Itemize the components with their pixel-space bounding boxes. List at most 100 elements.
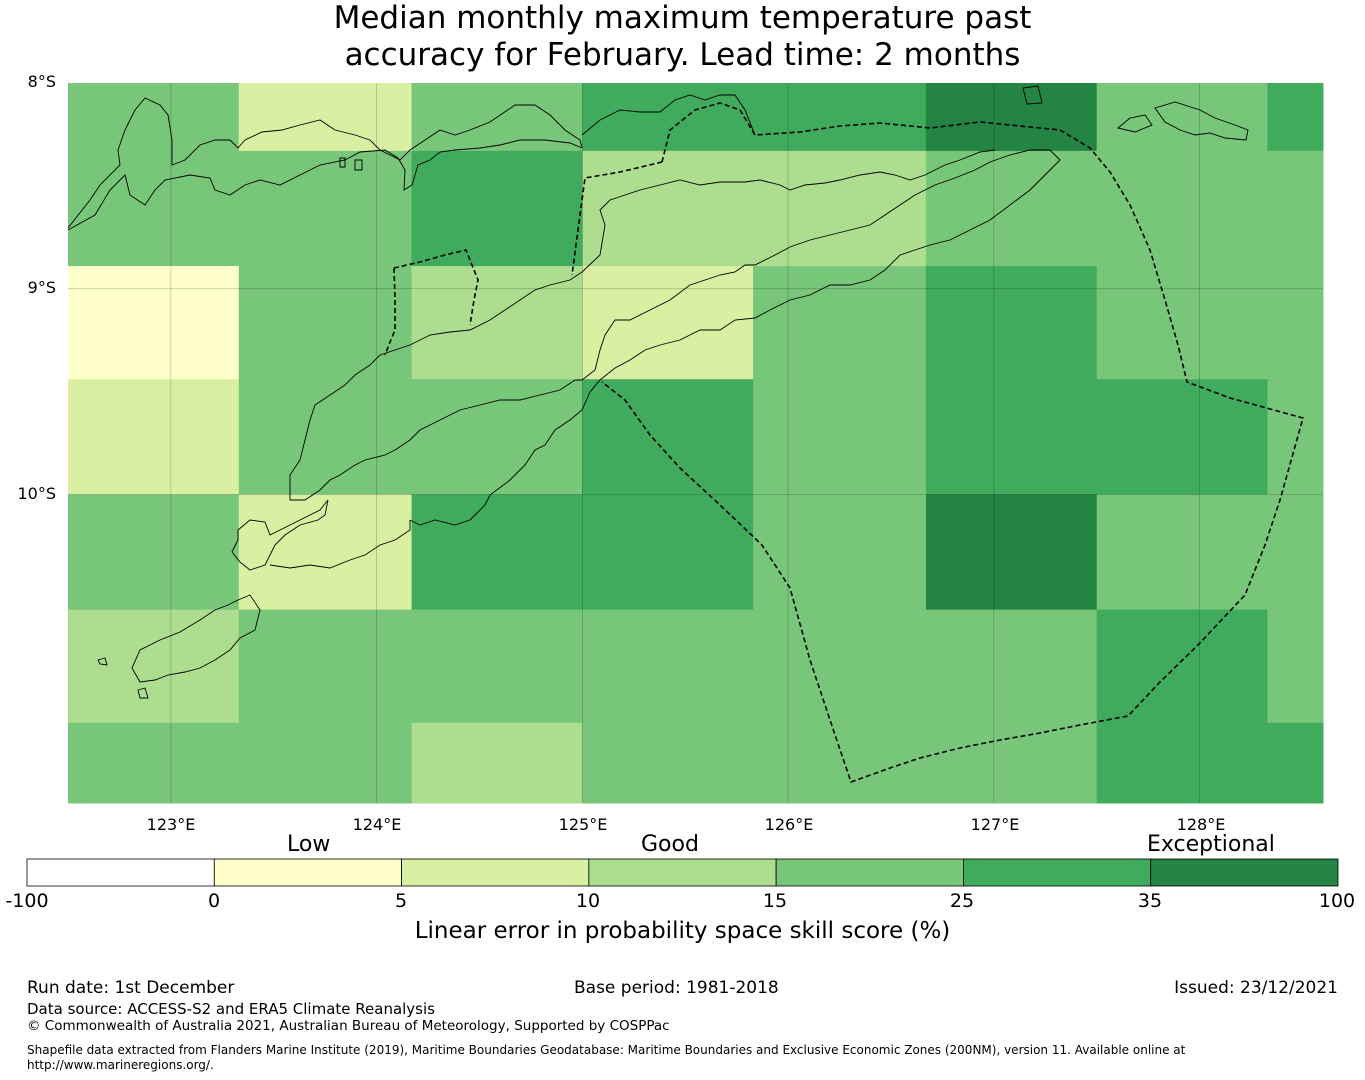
coastline-wetar [1117,114,1153,133]
coastline-semau [97,657,108,666]
colorbar-segment [1150,858,1339,887]
graticule [68,83,1323,803]
title-line-2: accuracy for February. Lead time: 2 mont… [344,37,1021,73]
cbar-tick-2: 5 [394,890,408,912]
grid-cell [753,379,927,495]
grid-cell [753,150,927,267]
grid-cell [1267,266,1324,380]
band-label-good: Good [641,832,699,857]
grid-cell [68,150,240,267]
coastline-flores-south [67,139,583,231]
lat-label-8s: 8°S [27,72,56,91]
colorbar-segment [588,858,777,887]
grid-cell [1096,722,1268,804]
coastline-timor-west [289,271,583,501]
cbar-tick-0: -100 [5,890,49,912]
grid-cell [925,494,1098,611]
grid-cell [1267,722,1324,804]
lon-label-127e: 127°E [970,815,1020,834]
grid-cell [1267,609,1324,724]
coastline-island-ne [1154,101,1249,141]
grid-cell [238,266,413,380]
grid-cell [582,83,754,152]
grid-cell [753,609,927,724]
grid-cell [753,494,927,611]
grid-cell [68,266,240,380]
coastline-north-strait [269,520,411,569]
colorbar [26,858,1339,887]
eez-west-link [571,161,663,276]
lon-label-128e: 128°E [1176,815,1226,834]
colorbar-segment [401,858,590,887]
grid-cell [1267,379,1324,495]
coastline-flores [67,97,583,229]
grid-cell [925,150,1098,267]
base-period: Base period: 1981-2018 [574,978,779,998]
eez-dili-top [601,102,1304,784]
cbar-tick-1: 0 [207,890,221,912]
skill-score-grid [68,83,1324,804]
eez-oecusse [384,249,479,356]
coastline-rote [131,594,261,683]
grid-cell [411,379,583,495]
grid-cell [411,150,583,267]
grid-cell [68,494,240,611]
data-source: Data source: ACCESS-S2 and ERA5 Climate … [27,1000,435,1018]
coastline-alor [581,94,756,136]
grid-cell [238,379,413,495]
grid-cell [1096,150,1268,267]
grid-cell [68,379,240,495]
grid-cell [411,609,583,724]
grid-cell [238,722,413,804]
grid-cell [925,609,1098,724]
issued-date: Issued: 23/12/2021 [1174,978,1338,998]
grid-cell [68,83,240,152]
colorbar-label: Linear error in probability space skill … [414,918,951,944]
coastline-sumba [231,499,329,571]
coastlines [67,85,1249,699]
grid-cell [582,494,754,611]
maritime-boundary [384,102,1304,784]
grid-cell [753,722,927,804]
chart-title: Median monthly maximum temperature past … [0,0,1365,74]
grid-cell [68,722,240,804]
grid-cell [925,266,1098,380]
shapefile-credit: Shapefile data extracted from Flanders M… [27,1043,1186,1072]
grid-cell [925,83,1098,152]
copyright: © Commonwealth of Australia 2021, Austra… [27,1018,670,1034]
grid-cell [1096,494,1268,611]
grid-cell [1267,83,1324,152]
lat-label-10s: 10°S [17,484,56,503]
coastline-timor-north [409,149,1061,526]
cbar-tick-3: 10 [575,890,601,912]
grid-cell [1267,494,1324,611]
grid-cell [582,379,754,495]
coastline-timor-south [581,149,996,273]
cbar-tick-7: 100 [1318,890,1356,912]
grid-cell [925,722,1098,804]
grid-cell [925,379,1098,495]
lat-label-9s: 9°S [27,278,56,297]
cbar-tick-5: 25 [949,890,975,912]
cbar-tick-6: 35 [1137,890,1163,912]
colorbar-segment [775,858,964,887]
grid-cell [1096,379,1268,495]
band-label-exceptional: Exceptional [1147,832,1275,857]
colorbar-segment [26,858,215,887]
grid-cell [582,150,754,267]
coastline-ndao [137,687,149,699]
grid-cell [582,609,754,724]
lon-label-125e: 125°E [558,815,608,834]
grid-cell [1267,150,1324,267]
grid-cell [238,83,413,152]
lon-label-126e: 126°E [764,815,814,834]
run-date: Run date: 1st December [27,978,235,998]
grid-cell [238,609,413,724]
grid-cell [411,494,583,611]
colorbar-segment [963,858,1152,887]
grid-cell [582,722,754,804]
grid-cell [753,266,927,380]
title-line-1: Median monthly maximum temperature past [333,0,1032,36]
grid-cell [1096,609,1268,724]
